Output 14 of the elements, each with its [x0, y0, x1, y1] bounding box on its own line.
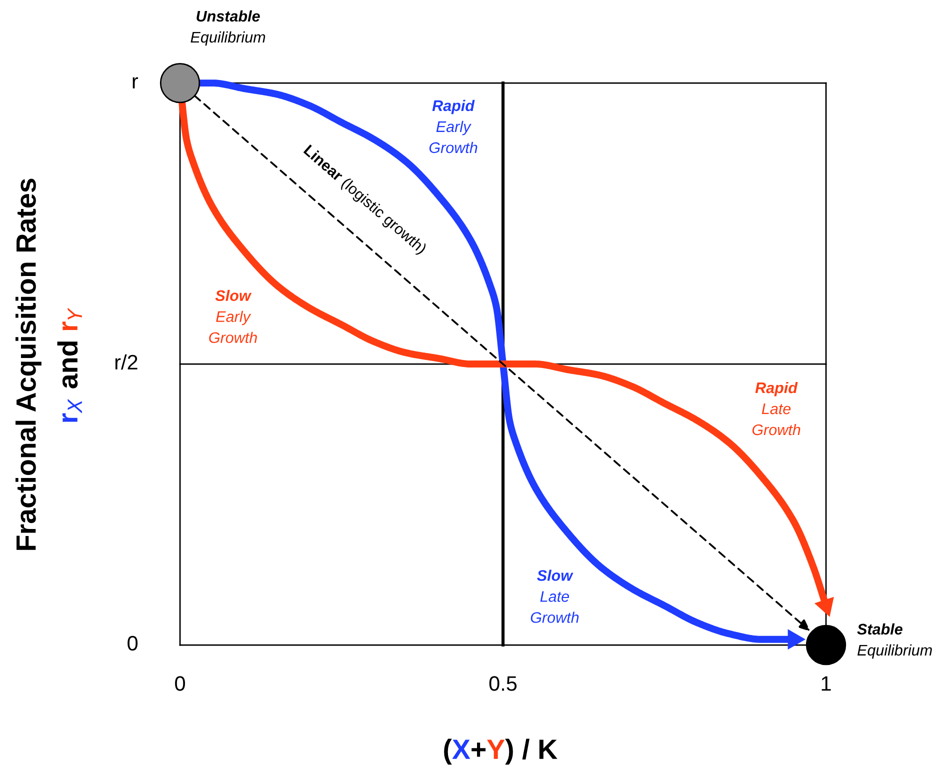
annotation: Slow Late Growth [530, 570, 579, 623]
y-axis-title: Fractional Acquisition Rates r$_{X}$ and r$_{Y}$ [16, 178, 82, 550]
text: 0 [128, 636, 138, 651]
x-tick-label: 0 [175, 676, 186, 691]
x-axis-title: (X+Y) / K [444, 738, 558, 765]
x-tick-label: 1 [822, 676, 831, 691]
annotation: Unstable Equilibrium [190, 10, 266, 46]
annotation: Slow Early Growth [209, 290, 257, 344]
x-tick-label: 0.5 [489, 676, 517, 691]
annotation: Rapid Late Growth [752, 382, 800, 436]
ref-line-label: r [132, 77, 138, 88]
annotation: Rapid Early Growth [429, 100, 478, 154]
annotation: Stable Equilibrium [857, 623, 932, 659]
ref-line-label: r/2 [115, 354, 138, 370]
